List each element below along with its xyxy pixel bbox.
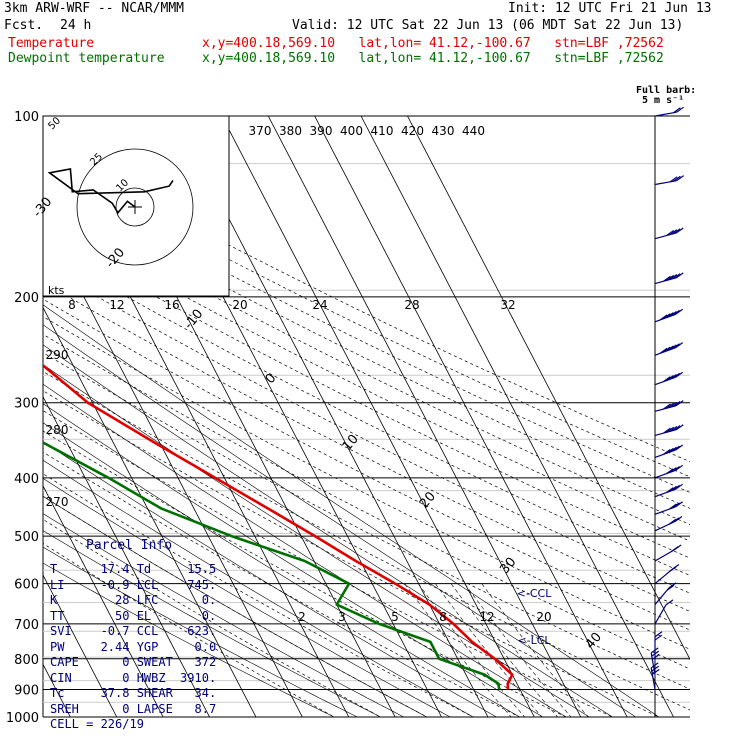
parcel-row: TT 50 EL 0. — [50, 608, 217, 623]
parcel-row: SVI -0.7 CCL 623. — [50, 624, 217, 638]
mixing-label-upper-16: 16 — [164, 298, 179, 312]
wind-barbs — [650, 106, 685, 717]
wind-barb — [654, 464, 684, 479]
parcel-info-panel: Parcel Info T 17.4 Td 15.5 LI -0.9 LCL 74… — [44, 538, 230, 731]
wind-barb — [654, 308, 684, 323]
pressure-label-300: 300 — [14, 397, 39, 412]
mixing-label-upper-32: 32 — [500, 298, 515, 312]
wind-barb — [654, 516, 683, 532]
theta-e-label-410: 410 — [371, 124, 394, 138]
temp-tick-30: 30 — [497, 555, 519, 577]
parcel-info-title: Parcel Info — [86, 538, 173, 553]
theta-e-label-390: 390 — [310, 124, 333, 138]
wind-barb — [654, 544, 682, 562]
mixing-label-upper-12: 12 — [109, 298, 124, 312]
wind-barb — [654, 400, 684, 412]
lcl-marker: <-LCL — [517, 634, 551, 647]
pressure-label-1000: 1000 — [6, 711, 39, 726]
mixing-label-lower-2: 2 — [298, 610, 306, 624]
parcel-row: PW 2.44 YGP 0.0 — [50, 639, 217, 654]
pressure-label-700: 700 — [14, 618, 39, 633]
pressure-label-100: 100 — [14, 110, 39, 125]
wind-barb — [654, 631, 663, 659]
hodograph-ring-10 — [115, 187, 155, 227]
mixing-label-lower-3: 3 — [338, 610, 346, 624]
wind-barb — [650, 647, 660, 675]
parcel-row: Tc 37.8 SHEAR 34. — [50, 686, 217, 700]
wind-barb — [654, 444, 684, 459]
hodograph-ring-25 — [76, 148, 194, 266]
temp-tick-40: 40 — [583, 630, 605, 652]
pressure-label-800: 800 — [14, 653, 39, 668]
theta-label-270: 270 — [46, 495, 69, 509]
mixing-label-upper-20: 20 — [232, 298, 247, 312]
parcel-row: LI -0.9 LCL 745. — [50, 577, 217, 592]
theta-label-280: 280 — [46, 423, 69, 437]
barb-legend-value: 5 m s⁻¹ — [642, 95, 685, 106]
theta-e-label-370: 370 — [249, 124, 272, 138]
mixing-label-upper-24: 24 — [312, 298, 327, 312]
forecast-hour: 24 h — [60, 18, 92, 33]
temperature-line — [43, 116, 514, 690]
wind-barb — [650, 662, 660, 690]
ccl-marker: <-CCL — [517, 587, 553, 600]
dewpoint-line — [43, 116, 501, 690]
wind-barb — [654, 501, 684, 515]
dewpoint-station-info: x,y=400.18,569.10 lat,lon= 41.12,-100.67… — [202, 51, 664, 66]
pressure-label-200: 200 — [14, 291, 39, 306]
temperature-legend: Temperature — [8, 36, 95, 51]
mixing-label-upper-8: 8 — [68, 298, 76, 312]
parcel-row: CAPE 0 SWEAT 372 — [50, 655, 217, 669]
wind-barb — [654, 582, 677, 605]
pressure-label-500: 500 — [14, 530, 39, 545]
theta-e-label-440: 440 — [462, 124, 485, 138]
theta-e-label-430: 430 — [432, 124, 455, 138]
init-time: Init: 12 UTC Fri 21 Jun 13 — [508, 1, 712, 16]
barb-legend-title: Full barb: — [636, 85, 697, 96]
temp-tick-10: 10 — [340, 432, 362, 454]
wind-barb — [654, 599, 674, 625]
temp-tick-0: 0 — [263, 371, 280, 387]
theta-e-label-420: 420 — [401, 124, 424, 138]
mixing-label-lower-8: 8 — [439, 610, 447, 624]
parcel-row: K 28 LFC 0. — [50, 593, 217, 607]
kts-label: kts — [48, 284, 65, 297]
mixing-label-lower-20: 20 — [536, 610, 551, 624]
temperature-station-info: x,y=400.18,569.10 lat,lon= 41.12,-100.67… — [202, 36, 664, 51]
wind-barb — [654, 227, 684, 240]
wind-barb — [654, 564, 680, 585]
pressure-label-400: 400 — [14, 472, 39, 487]
hodograph-trace — [47, 168, 174, 215]
parcel-row: SREH 0 LAPSE 8.7 — [50, 701, 217, 716]
parcel-row: T 17.4 Td 15.5 — [50, 562, 217, 576]
mixing-label-upper-28: 28 — [404, 298, 419, 312]
theta-e-label-380: 380 — [279, 124, 302, 138]
wind-barb — [654, 272, 684, 285]
wind-barb — [654, 371, 684, 386]
valid-time: Valid: 12 UTC Sat 22 Jun 13 (06 MDT Sat … — [292, 18, 684, 33]
wind-barb — [654, 106, 685, 117]
parcel-row: CIN 0 HWBZ 3910. — [50, 670, 217, 685]
parcel-cell: CELL = 226/19 — [50, 717, 144, 731]
theta-e-label-400: 400 — [340, 124, 363, 138]
pressure-label-600: 600 — [14, 578, 39, 593]
mixing-label-lower-12: 12 — [479, 610, 494, 624]
dewpoint-legend: Dewpoint temperature — [8, 51, 165, 66]
model-title: 3km ARW-WRF -- NCAR/MMM — [4, 1, 185, 16]
forecast-label: Fcst. — [4, 18, 44, 33]
wind-barb — [654, 175, 685, 186]
wind-barb — [654, 424, 684, 436]
theta-label-290: 290 — [46, 348, 69, 362]
temp-tick-20: 20 — [417, 489, 439, 511]
wind-barb — [654, 483, 684, 498]
pressure-label-900: 900 — [14, 683, 39, 698]
wind-barb — [654, 342, 684, 356]
hodograph-box — [42, 115, 230, 297]
mixing-label-lower-5: 5 — [391, 610, 399, 624]
